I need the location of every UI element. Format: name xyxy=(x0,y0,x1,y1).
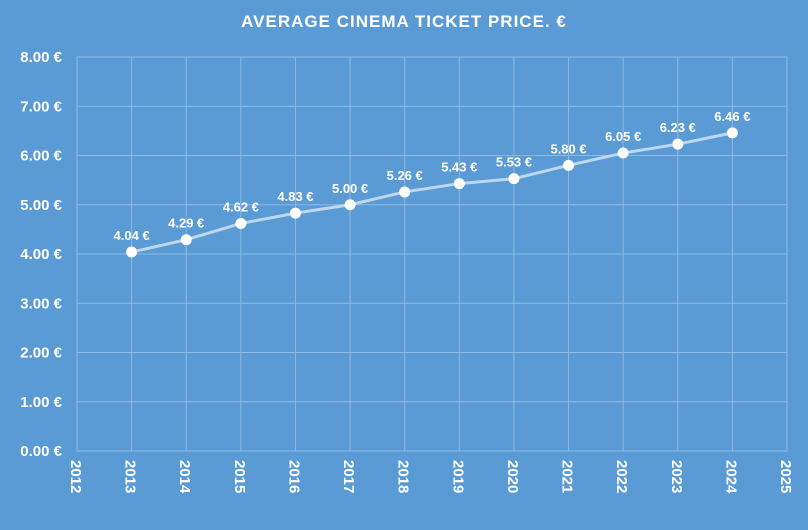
data-label: 5.80 € xyxy=(550,141,586,156)
data-label: 5.53 € xyxy=(496,155,532,170)
data-point xyxy=(399,186,411,198)
x-tick-label: 2025 xyxy=(777,460,794,493)
data-label: 5.26 € xyxy=(387,168,423,183)
series-line xyxy=(131,131,733,254)
x-tick-label: 2023 xyxy=(668,460,685,493)
x-tick-label: 2021 xyxy=(559,460,576,493)
data-point xyxy=(726,127,738,139)
x-tick-label: 2013 xyxy=(122,460,139,493)
data-label: 4.62 € xyxy=(223,199,259,214)
y-tick-label: 0.00 € xyxy=(20,443,62,460)
data-label: 4.04 € xyxy=(114,228,150,243)
data-label: 5.43 € xyxy=(441,160,477,175)
y-tick-label: 4.00 € xyxy=(20,246,62,263)
data-label: 4.29 € xyxy=(168,216,204,231)
x-tick-label: 2022 xyxy=(613,460,630,493)
x-tick-label: 2018 xyxy=(395,460,412,493)
y-tick-label: 6.00 € xyxy=(20,148,62,165)
x-tick-label: 2012 xyxy=(67,460,84,493)
data-point xyxy=(344,199,356,211)
y-tick-label: 5.00 € xyxy=(20,197,62,214)
y-tick-label: 2.00 € xyxy=(20,345,62,362)
data-point xyxy=(508,173,520,185)
y-tick-label: 3.00 € xyxy=(20,295,62,312)
data-point xyxy=(235,217,247,229)
data-label: 6.05 € xyxy=(605,129,641,144)
data-point xyxy=(453,178,465,190)
data-point xyxy=(126,246,138,258)
data-point xyxy=(563,159,575,171)
data-point xyxy=(289,207,301,219)
data-point xyxy=(617,147,629,159)
y-tick-label: 1.00 € xyxy=(20,394,62,411)
x-tick-label: 2015 xyxy=(231,460,248,493)
x-tick-label: 2020 xyxy=(504,460,521,493)
data-point xyxy=(180,234,192,246)
data-label: 6.46 € xyxy=(714,109,750,124)
x-tick-label: 2017 xyxy=(340,460,357,493)
data-label: 4.83 € xyxy=(277,189,313,204)
data-label: 6.23 € xyxy=(660,120,696,135)
x-tick-label: 2024 xyxy=(722,460,739,494)
data-point xyxy=(672,138,684,150)
y-tick-label: 8.00 € xyxy=(20,49,62,66)
x-tick-label: 2019 xyxy=(449,460,466,493)
data-label: 5.00 € xyxy=(332,181,368,196)
x-tick-label: 2016 xyxy=(285,460,302,493)
chart-title: AVERAGE CINEMA TICKET PRICE. € xyxy=(241,12,567,31)
x-tick-label: 2014 xyxy=(176,460,193,494)
y-tick-label: 7.00 € xyxy=(20,98,62,115)
